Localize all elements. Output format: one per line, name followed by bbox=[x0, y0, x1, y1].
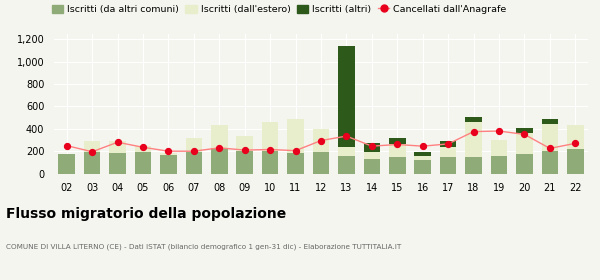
Point bbox=[138, 145, 148, 150]
Point bbox=[520, 132, 529, 137]
Point bbox=[341, 134, 351, 138]
Point bbox=[291, 148, 301, 153]
Bar bbox=[84, 141, 100, 152]
Point bbox=[316, 138, 326, 143]
Bar bbox=[313, 152, 329, 174]
Bar bbox=[516, 128, 533, 133]
Point bbox=[545, 146, 554, 151]
Bar bbox=[466, 157, 482, 174]
Point bbox=[240, 148, 250, 152]
Bar bbox=[160, 153, 176, 155]
Bar bbox=[491, 156, 507, 174]
Bar bbox=[364, 152, 380, 159]
Bar bbox=[338, 147, 355, 156]
Bar bbox=[262, 122, 278, 151]
Bar bbox=[185, 152, 202, 174]
Bar bbox=[58, 154, 75, 174]
Point bbox=[62, 143, 71, 148]
Point bbox=[443, 142, 453, 146]
Bar bbox=[542, 119, 558, 124]
Bar bbox=[236, 136, 253, 151]
Bar bbox=[135, 152, 151, 174]
Bar bbox=[338, 46, 355, 147]
Bar bbox=[542, 124, 558, 151]
Point bbox=[88, 150, 97, 154]
Bar bbox=[236, 151, 253, 174]
Point bbox=[265, 147, 275, 152]
Bar bbox=[160, 155, 176, 174]
Bar bbox=[109, 141, 126, 153]
Bar bbox=[567, 125, 584, 149]
Bar bbox=[389, 144, 406, 157]
Bar bbox=[415, 152, 431, 156]
Bar bbox=[185, 138, 202, 152]
Bar bbox=[415, 160, 431, 174]
Point bbox=[469, 129, 478, 134]
Bar bbox=[440, 147, 457, 157]
Point bbox=[392, 142, 402, 147]
Bar bbox=[567, 149, 584, 174]
Point bbox=[164, 149, 173, 153]
Bar bbox=[338, 156, 355, 174]
Text: COMUNE DI VILLA LITERNO (CE) - Dati ISTAT (bilancio demografico 1 gen-31 dic) - : COMUNE DI VILLA LITERNO (CE) - Dati ISTA… bbox=[6, 244, 401, 250]
Point bbox=[367, 144, 377, 148]
Legend: Iscritti (da altri comuni), Iscritti (dall'estero), Iscritti (altri), Cancellati: Iscritti (da altri comuni), Iscritti (da… bbox=[48, 1, 510, 18]
Bar bbox=[287, 153, 304, 174]
Bar bbox=[262, 151, 278, 174]
Point bbox=[418, 144, 428, 148]
Bar bbox=[364, 159, 380, 174]
Point bbox=[214, 146, 224, 150]
Bar bbox=[211, 148, 227, 174]
Bar bbox=[440, 141, 457, 147]
Point bbox=[113, 140, 122, 144]
Bar bbox=[516, 154, 533, 174]
Text: Flusso migratorio della popolazione: Flusso migratorio della popolazione bbox=[6, 207, 286, 221]
Bar bbox=[84, 152, 100, 174]
Bar bbox=[440, 157, 457, 174]
Bar bbox=[491, 140, 507, 156]
Point bbox=[494, 129, 504, 133]
Bar bbox=[135, 146, 151, 152]
Bar bbox=[466, 117, 482, 122]
Bar bbox=[211, 125, 227, 148]
Point bbox=[571, 141, 580, 146]
Bar bbox=[389, 157, 406, 174]
Bar bbox=[415, 156, 431, 160]
Bar bbox=[364, 143, 380, 152]
Bar bbox=[542, 151, 558, 174]
Point bbox=[189, 149, 199, 153]
Bar bbox=[313, 129, 329, 152]
Bar bbox=[389, 138, 406, 144]
Bar bbox=[516, 133, 533, 154]
Bar bbox=[287, 119, 304, 153]
Bar bbox=[466, 122, 482, 157]
Bar bbox=[109, 153, 126, 174]
